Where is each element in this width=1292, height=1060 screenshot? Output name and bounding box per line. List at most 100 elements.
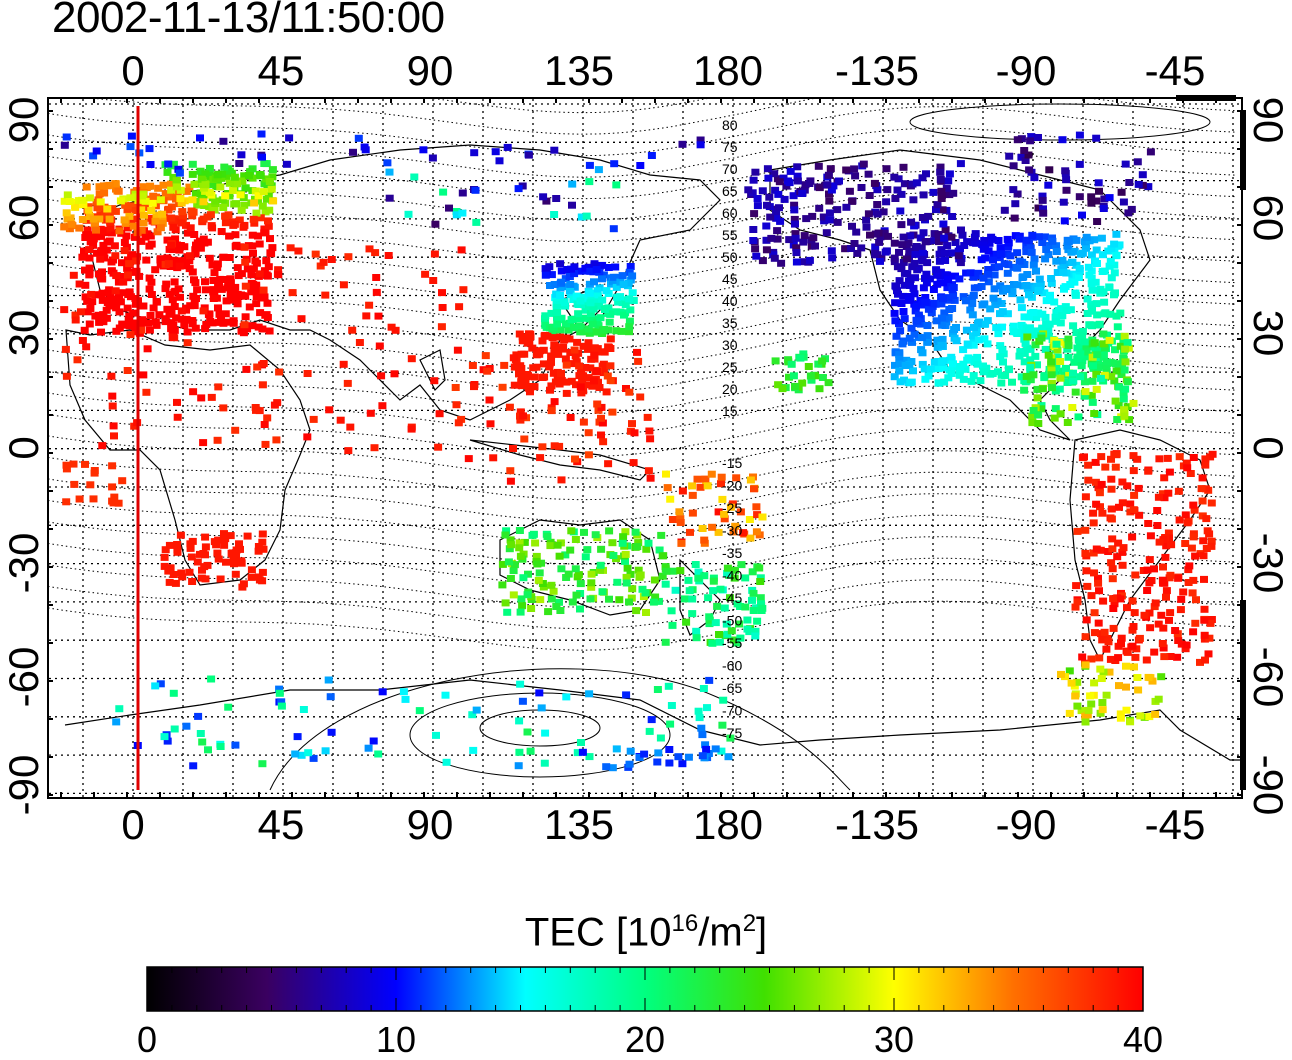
tec-cell (908, 338, 916, 346)
tec-cell (1066, 281, 1075, 288)
tec-cell (586, 595, 595, 603)
tec-cell (1069, 322, 1078, 330)
tec-cell (749, 589, 758, 597)
tec-cell (891, 361, 899, 369)
tec-cell (1116, 714, 1125, 722)
tec-cell (1028, 419, 1037, 427)
tec-cell (164, 206, 172, 214)
tec-cell (1117, 188, 1126, 196)
tec-cell (576, 315, 585, 323)
tec-cell (1100, 195, 1109, 203)
tec-cell (265, 178, 274, 185)
tec-cell (1153, 507, 1162, 514)
tec-cell (1200, 635, 1209, 643)
tec-cell (1099, 288, 1108, 296)
tec-cell (120, 247, 129, 255)
tec-cell (1042, 320, 1051, 328)
tec-cell (209, 295, 218, 302)
tec-cell (156, 680, 165, 688)
coastline (65, 329, 311, 586)
tec-cell (582, 212, 591, 220)
tec-cell (222, 558, 230, 566)
tec-cell (1110, 600, 1119, 608)
tec-cell (579, 372, 588, 380)
tec-cell (1039, 209, 1048, 217)
tec-cell (622, 573, 631, 581)
tec-cell (1010, 214, 1019, 222)
tec-cell (516, 408, 525, 416)
tec-cell (123, 321, 132, 329)
tec-cell (692, 634, 701, 642)
tec-cell (666, 720, 675, 728)
tec-cell (1083, 353, 1092, 361)
tec-cell (78, 196, 87, 204)
tec-cell (209, 288, 218, 296)
tec-cell (937, 358, 946, 366)
tec-cell (137, 226, 146, 234)
tec-cell (786, 167, 795, 175)
tec-cell (568, 598, 577, 606)
tec-cell (571, 455, 579, 463)
tec-cell (1174, 487, 1183, 495)
tec-cell (565, 287, 574, 295)
tec-cell (647, 716, 656, 724)
tec-cell (908, 180, 917, 188)
tec-cell (1121, 385, 1130, 393)
tec-cell (628, 289, 637, 297)
tec-cell (167, 214, 176, 222)
tec-cell (1092, 134, 1101, 142)
tec-cell (577, 739, 585, 746)
tec-cell (557, 370, 565, 377)
tec-cell (1023, 271, 1032, 278)
tec-cell (587, 583, 596, 591)
tec-cell (146, 182, 155, 190)
tec-cell (196, 167, 205, 175)
tec-cell (519, 574, 528, 582)
tec-cell (252, 209, 261, 217)
tec-cell (1104, 548, 1113, 555)
tec-cell (89, 232, 98, 240)
tec-cell (1099, 205, 1108, 212)
tec-cell (309, 415, 318, 423)
tec-cell (430, 377, 439, 385)
tec-cell (385, 168, 394, 176)
tec-cell (254, 543, 263, 550)
tec-cell (1183, 519, 1192, 527)
tec-cell (979, 362, 987, 370)
tec-cell (171, 235, 180, 243)
tec-cell (83, 308, 92, 316)
tec-cell (949, 284, 958, 291)
tec-cell (204, 746, 212, 754)
lon-tick-top: 90 (406, 47, 454, 94)
tec-cell (758, 513, 767, 521)
tec-cell (774, 190, 783, 198)
tec-cell (718, 495, 727, 503)
tec-cell (891, 317, 900, 325)
tec-cell (175, 257, 183, 265)
tec-cell (214, 304, 222, 312)
tec-cell (158, 216, 167, 224)
tec-cell (1041, 255, 1050, 263)
tec-cell (1117, 371, 1126, 378)
tec-cell (758, 187, 767, 195)
tec-cell (369, 737, 378, 745)
tec-cell (458, 189, 467, 197)
tec-cell (233, 290, 242, 298)
tec-cell (922, 170, 930, 178)
tec-cell (85, 254, 94, 262)
tec-cell (98, 227, 107, 235)
tec-cell (190, 231, 199, 238)
tec-cell (93, 249, 101, 257)
tec-cell (1125, 179, 1134, 186)
tec-cell (584, 325, 593, 333)
tec-cell (216, 183, 225, 191)
tec-cell (224, 703, 233, 711)
tec-cell (1050, 298, 1059, 306)
tec-cell (123, 367, 132, 374)
tec-cell (592, 367, 601, 375)
tec-cell (523, 591, 532, 599)
tec-cell (654, 597, 663, 605)
magnetic-latitude-label: -35 (722, 545, 742, 561)
tec-cell (1115, 682, 1123, 690)
tec-cell (70, 480, 79, 488)
